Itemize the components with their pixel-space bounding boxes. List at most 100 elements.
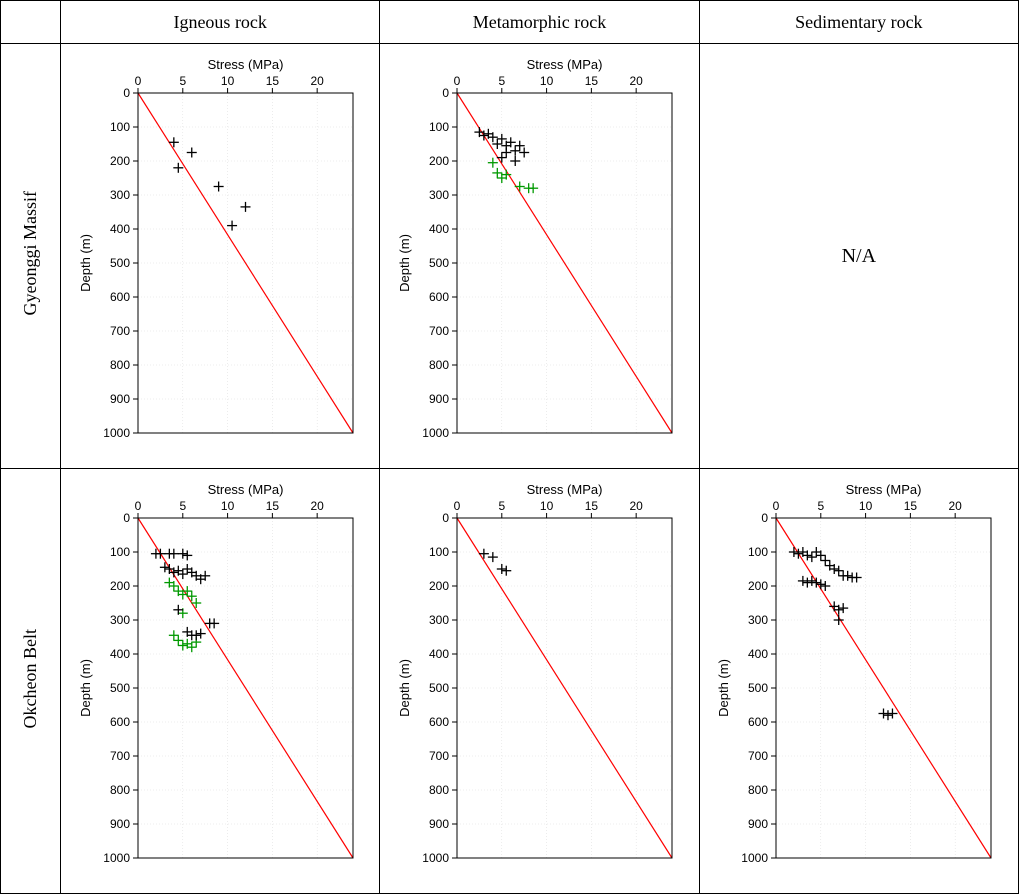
- svg-text:500: 500: [429, 256, 449, 270]
- svg-text:10: 10: [859, 499, 873, 513]
- row-label-text: Gyeonggi Massif: [20, 191, 41, 316]
- svg-text:5: 5: [179, 74, 186, 88]
- svg-text:15: 15: [585, 74, 599, 88]
- svg-text:400: 400: [748, 647, 768, 661]
- svg-text:10: 10: [540, 499, 554, 513]
- chart-gm-metamorphic: 0510152001002003004005006007008009001000…: [380, 44, 699, 469]
- svg-text:700: 700: [429, 324, 449, 338]
- svg-text:700: 700: [429, 749, 449, 763]
- svg-text:Stress (MPa): Stress (MPa): [207, 57, 283, 72]
- svg-text:0: 0: [442, 511, 449, 525]
- svg-text:Depth (m): Depth (m): [716, 659, 731, 717]
- svg-text:Stress (MPa): Stress (MPa): [527, 482, 603, 497]
- svg-text:300: 300: [110, 188, 130, 202]
- svg-text:400: 400: [110, 647, 130, 661]
- svg-text:Stress (MPa): Stress (MPa): [207, 482, 283, 497]
- svg-text:700: 700: [110, 324, 130, 338]
- svg-text:700: 700: [748, 749, 768, 763]
- svg-text:900: 900: [748, 817, 768, 831]
- svg-text:600: 600: [748, 715, 768, 729]
- svg-text:Stress (MPa): Stress (MPa): [846, 482, 922, 497]
- svg-text:5: 5: [179, 499, 186, 513]
- svg-text:0: 0: [123, 86, 130, 100]
- svg-text:300: 300: [429, 188, 449, 202]
- svg-text:0: 0: [454, 74, 461, 88]
- svg-text:Depth (m): Depth (m): [397, 234, 412, 292]
- svg-text:800: 800: [110, 783, 130, 797]
- svg-text:20: 20: [310, 499, 324, 513]
- row-header-gyeonggi: Gyeonggi Massif: [1, 44, 61, 469]
- svg-text:0: 0: [134, 74, 141, 88]
- svg-text:600: 600: [429, 290, 449, 304]
- svg-text:200: 200: [110, 579, 130, 593]
- row-label-text: Okcheon Belt: [20, 629, 41, 728]
- svg-text:600: 600: [110, 290, 130, 304]
- chart-gm-igneous: 0510152001002003004005006007008009001000…: [61, 44, 380, 469]
- svg-text:15: 15: [265, 74, 279, 88]
- svg-text:0: 0: [773, 499, 780, 513]
- col-header-igneous: Igneous rock: [61, 1, 380, 44]
- svg-text:15: 15: [585, 499, 599, 513]
- svg-text:1000: 1000: [103, 851, 130, 865]
- svg-text:400: 400: [429, 647, 449, 661]
- svg-text:0: 0: [134, 499, 141, 513]
- svg-text:20: 20: [630, 499, 644, 513]
- svg-text:20: 20: [630, 74, 644, 88]
- svg-text:5: 5: [818, 499, 825, 513]
- svg-text:10: 10: [540, 74, 554, 88]
- svg-text:500: 500: [110, 256, 130, 270]
- svg-text:20: 20: [310, 74, 324, 88]
- svg-text:900: 900: [110, 392, 130, 406]
- svg-text:900: 900: [429, 817, 449, 831]
- svg-text:500: 500: [110, 681, 130, 695]
- chart-ob-igneous: 0510152001002003004005006007008009001000…: [61, 469, 380, 894]
- svg-text:Stress (MPa): Stress (MPa): [527, 57, 603, 72]
- svg-text:800: 800: [748, 783, 768, 797]
- svg-text:1000: 1000: [422, 851, 449, 865]
- svg-text:0: 0: [454, 499, 461, 513]
- svg-text:100: 100: [748, 545, 768, 559]
- chart-gm-sedimentary-na: N/A: [699, 44, 1018, 469]
- svg-text:1000: 1000: [742, 851, 769, 865]
- svg-text:300: 300: [748, 613, 768, 627]
- svg-text:500: 500: [748, 681, 768, 695]
- corner-header: [1, 1, 61, 44]
- svg-text:15: 15: [904, 499, 918, 513]
- svg-text:300: 300: [429, 613, 449, 627]
- svg-text:400: 400: [429, 222, 449, 236]
- svg-text:900: 900: [429, 392, 449, 406]
- svg-text:300: 300: [110, 613, 130, 627]
- svg-text:100: 100: [429, 545, 449, 559]
- svg-text:100: 100: [110, 545, 130, 559]
- svg-text:20: 20: [949, 499, 963, 513]
- svg-text:600: 600: [429, 715, 449, 729]
- svg-text:800: 800: [429, 358, 449, 372]
- svg-text:0: 0: [762, 511, 769, 525]
- svg-text:100: 100: [429, 120, 449, 134]
- svg-text:0: 0: [442, 86, 449, 100]
- svg-text:15: 15: [265, 499, 279, 513]
- svg-text:5: 5: [498, 499, 505, 513]
- svg-text:500: 500: [429, 681, 449, 695]
- svg-text:900: 900: [110, 817, 130, 831]
- svg-text:200: 200: [429, 154, 449, 168]
- col-header-metamorphic: Metamorphic rock: [380, 1, 699, 44]
- svg-text:5: 5: [498, 74, 505, 88]
- svg-text:600: 600: [110, 715, 130, 729]
- svg-text:200: 200: [429, 579, 449, 593]
- chart-grid-table: Igneous rock Metamorphic rock Sedimentar…: [0, 0, 1019, 894]
- svg-text:100: 100: [110, 120, 130, 134]
- svg-text:0: 0: [123, 511, 130, 525]
- svg-text:1000: 1000: [422, 426, 449, 440]
- svg-text:Depth (m): Depth (m): [397, 659, 412, 717]
- svg-text:10: 10: [221, 499, 235, 513]
- svg-text:700: 700: [110, 749, 130, 763]
- row-header-okcheon: Okcheon Belt: [1, 469, 61, 894]
- svg-text:200: 200: [748, 579, 768, 593]
- svg-text:Depth (m): Depth (m): [78, 234, 93, 292]
- svg-text:10: 10: [221, 74, 235, 88]
- svg-text:200: 200: [110, 154, 130, 168]
- col-header-sedimentary: Sedimentary rock: [699, 1, 1018, 44]
- svg-text:800: 800: [110, 358, 130, 372]
- chart-ob-sedimentary: 0510152001002003004005006007008009001000…: [699, 469, 1018, 894]
